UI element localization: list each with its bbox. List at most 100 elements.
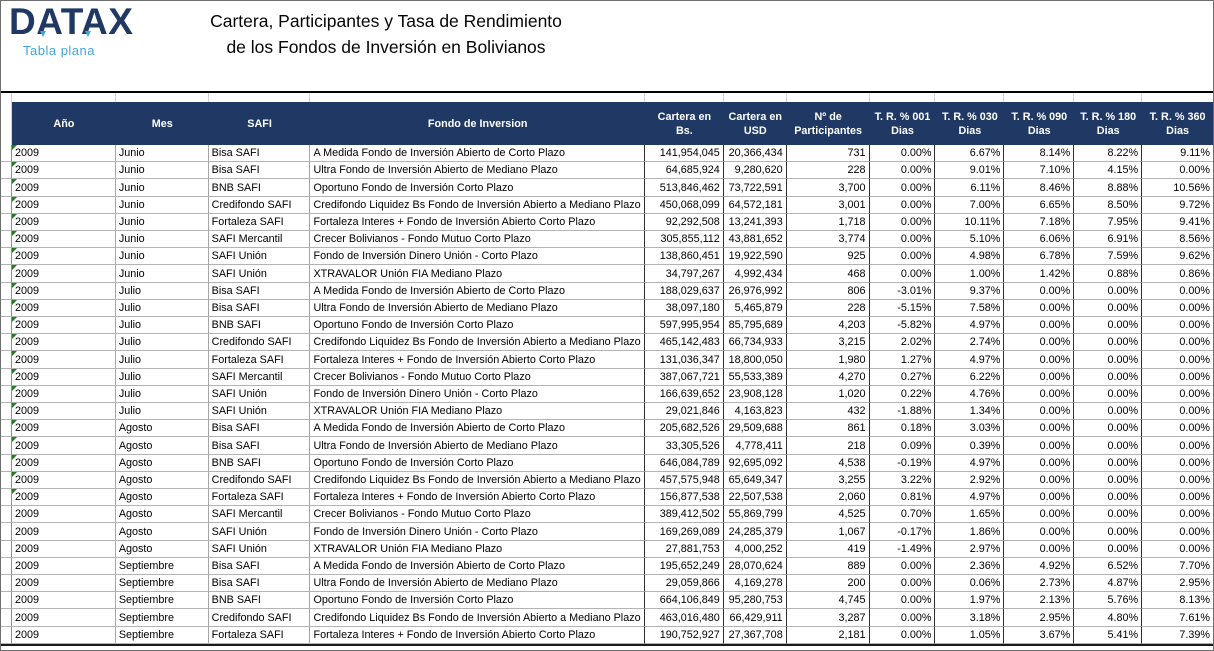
cell-fondo[interactable]: Fortaleza Interes + Fondo de Inversión A… <box>310 489 645 507</box>
cell-tr_360[interactable]: 7.61% <box>1142 609 1213 627</box>
cell-tr_030[interactable]: 4.97% <box>935 454 1005 472</box>
cell-mes[interactable]: Junio <box>115 162 209 180</box>
cell-fondo[interactable]: Oportuno Fondo de Inversión Corto Plazo <box>310 454 645 472</box>
cell-tr_360[interactable]: 0.00% <box>1142 489 1213 507</box>
cell-tr_090[interactable]: 0.00% <box>1004 454 1075 472</box>
cell-participantes[interactable]: 228 <box>786 162 870 180</box>
cell-ano[interactable]: 2009 <box>11 179 116 197</box>
cell-safi[interactable]: Fortaleza SAFI <box>208 489 311 507</box>
cell-safi[interactable]: Credifondo SAFI <box>208 196 311 214</box>
cell-tr_001[interactable]: -3.01% <box>869 282 936 300</box>
cell-cartera_usd[interactable]: 28,070,624 <box>723 557 787 576</box>
cell-tr_030[interactable]: 1.65% <box>935 506 1005 524</box>
cell-tr_180[interactable]: 8.88% <box>1074 179 1143 197</box>
cell-participantes[interactable]: 200 <box>786 575 870 593</box>
cell-tr_090[interactable]: 2.73% <box>1004 575 1075 593</box>
cell-ano[interactable]: 2009 <box>11 265 116 283</box>
cell-cartera_bs[interactable]: 166,639,652 <box>644 385 724 404</box>
cell-mes[interactable]: Septiembre <box>115 592 209 610</box>
cell-tr_180[interactable]: 0.00% <box>1074 403 1143 421</box>
cell-mes[interactable]: Julio <box>115 385 209 404</box>
cell-cartera_bs[interactable]: 387,067,721 <box>644 368 724 386</box>
cell-mes[interactable]: Julio <box>115 351 209 369</box>
cell-tr_030[interactable]: 6.22% <box>935 368 1005 386</box>
cell-tr_180[interactable]: 6.91% <box>1074 231 1143 249</box>
cell-safi[interactable]: SAFI Mercantil <box>208 368 311 386</box>
cell-tr_001[interactable]: 0.00% <box>869 592 936 610</box>
cell-cartera_bs[interactable]: 27,881,753 <box>644 540 724 558</box>
cell-ano[interactable]: 2009 <box>11 145 116 163</box>
cell-fondo[interactable]: XTRAVALOR Unión FIA Mediano Plazo <box>310 403 645 421</box>
cell-participantes[interactable]: 806 <box>786 282 870 300</box>
column-header-mes[interactable]: Mes <box>115 102 209 145</box>
cell-mes[interactable]: Junio <box>115 248 209 266</box>
cell-tr_030[interactable]: 2.97% <box>935 540 1005 558</box>
cell-tr_090[interactable]: 4.92% <box>1004 557 1075 576</box>
cell-ano[interactable]: 2009 <box>11 368 116 386</box>
cell-ano[interactable]: 2009 <box>11 626 116 644</box>
cell-ano[interactable]: 2009 <box>11 231 116 249</box>
cell-fondo[interactable]: Fortaleza Interes + Fondo de Inversión A… <box>310 351 645 369</box>
cell-tr_001[interactable]: 0.18% <box>869 420 936 438</box>
cell-tr_090[interactable]: 0.00% <box>1004 299 1075 318</box>
cell-tr_030[interactable]: 5.10% <box>935 231 1005 249</box>
cell-tr_030[interactable]: 7.58% <box>935 299 1005 318</box>
cell-tr_180[interactable]: 0.00% <box>1074 437 1143 455</box>
cell-tr_180[interactable]: 6.52% <box>1074 557 1143 576</box>
cell-tr_001[interactable]: 0.70% <box>869 506 936 524</box>
cell-participantes[interactable]: 228 <box>786 299 870 318</box>
cell-fondo[interactable]: Oportuno Fondo de Inversión Corto Plazo <box>310 179 645 197</box>
cell-cartera_usd[interactable]: 4,000,252 <box>723 540 787 558</box>
cell-tr_001[interactable]: 0.00% <box>869 179 936 197</box>
cell-tr_030[interactable]: 3.03% <box>935 420 1005 438</box>
cell-tr_030[interactable]: 4.97% <box>935 317 1005 335</box>
cell-cartera_usd[interactable]: 73,722,591 <box>723 179 787 197</box>
cell-mes[interactable]: Julio <box>115 334 209 352</box>
cell-tr_030[interactable]: 7.00% <box>935 196 1005 214</box>
cell-participantes[interactable]: 1,067 <box>786 523 870 541</box>
cell-safi[interactable]: Fortaleza SAFI <box>208 213 311 232</box>
cell-tr_090[interactable]: 0.00% <box>1004 437 1075 455</box>
cell-tr_090[interactable]: 0.00% <box>1004 471 1075 490</box>
cell-tr_001[interactable]: -1.88% <box>869 403 936 421</box>
cell-ano[interactable]: 2009 <box>11 506 116 524</box>
cell-fondo[interactable]: Ultra Fondo de Inversión Abierto de Medi… <box>310 437 645 455</box>
cell-tr_180[interactable]: 0.88% <box>1074 265 1143 283</box>
cell-cartera_bs[interactable]: 463,016,480 <box>644 609 724 627</box>
cell-cartera_usd[interactable]: 43,881,652 <box>723 231 787 249</box>
cell-tr_090[interactable]: 0.00% <box>1004 282 1075 300</box>
cell-mes[interactable]: Junio <box>115 179 209 197</box>
cell-safi[interactable]: Bisa SAFI <box>208 420 311 438</box>
cell-tr_180[interactable]: 4.87% <box>1074 575 1143 593</box>
cell-tr_001[interactable]: 0.00% <box>869 196 936 214</box>
cell-safi[interactable]: Bisa SAFI <box>208 557 311 576</box>
cell-tr_180[interactable]: 0.00% <box>1074 420 1143 438</box>
cell-safi[interactable]: BNB SAFI <box>208 179 311 197</box>
cell-cartera_bs[interactable]: 188,029,637 <box>644 282 724 300</box>
cell-tr_001[interactable]: 0.00% <box>869 575 936 593</box>
cell-participantes[interactable]: 1,718 <box>786 213 870 232</box>
cell-ano[interactable]: 2009 <box>11 454 116 472</box>
cell-tr_030[interactable]: 2.74% <box>935 334 1005 352</box>
cell-fondo[interactable]: XTRAVALOR Unión FIA Mediano Plazo <box>310 265 645 283</box>
cell-tr_030[interactable]: 9.01% <box>935 162 1005 180</box>
cell-cartera_bs[interactable]: 205,682,526 <box>644 420 724 438</box>
cell-tr_180[interactable]: 7.59% <box>1074 248 1143 266</box>
cell-tr_090[interactable]: 0.00% <box>1004 334 1075 352</box>
cell-mes[interactable]: Septiembre <box>115 575 209 593</box>
cell-cartera_usd[interactable]: 23,908,128 <box>723 385 787 404</box>
cell-tr_030[interactable]: 3.18% <box>935 609 1005 627</box>
cell-tr_030[interactable]: 0.06% <box>935 575 1005 593</box>
cell-cartera_bs[interactable]: 190,752,927 <box>644 626 724 644</box>
cell-tr_360[interactable]: 0.00% <box>1142 403 1213 421</box>
cell-tr_001[interactable]: 0.27% <box>869 368 936 386</box>
cell-participantes[interactable]: 3,001 <box>786 196 870 214</box>
cell-ano[interactable]: 2009 <box>11 299 116 318</box>
cell-tr_360[interactable]: 0.00% <box>1142 351 1213 369</box>
cell-tr_360[interactable]: 8.13% <box>1142 592 1213 610</box>
cell-cartera_bs[interactable]: 138,860,451 <box>644 248 724 266</box>
cell-tr_360[interactable]: 0.00% <box>1142 385 1213 404</box>
cell-cartera_usd[interactable]: 20,366,434 <box>723 145 787 163</box>
cell-cartera_usd[interactable]: 4,163,823 <box>723 403 787 421</box>
cell-tr_180[interactable]: 4.15% <box>1074 162 1143 180</box>
